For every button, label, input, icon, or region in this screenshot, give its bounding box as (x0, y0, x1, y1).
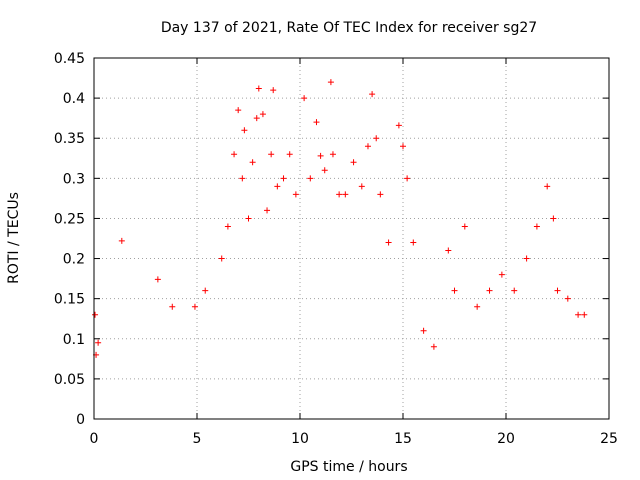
data-point (231, 151, 238, 158)
data-point (564, 295, 571, 302)
x-tick-label: 10 (291, 431, 309, 447)
data-point (554, 287, 561, 294)
data-points (92, 79, 588, 358)
data-point (95, 339, 102, 346)
data-point (342, 191, 349, 198)
data-point (268, 151, 275, 158)
y-tick-label: 0.25 (54, 211, 85, 227)
y-tick-label: 0.15 (54, 292, 85, 308)
data-point (154, 276, 161, 283)
data-point (474, 303, 481, 310)
y-tick-label: 0.05 (54, 372, 85, 388)
data-point (224, 223, 231, 230)
data-point (369, 91, 376, 98)
data-point (241, 127, 248, 134)
y-tick-labels: 0 0.05 0.1 0.15 0.2 0.25 0.3 0.35 0.4 0.45 (54, 51, 85, 428)
y-tick-label: 0 (76, 412, 85, 428)
data-point (410, 239, 417, 246)
y-tick-label: 0.45 (54, 51, 85, 67)
x-axis-label: GPS time / hours (290, 459, 407, 475)
grid-lines (94, 58, 609, 419)
x-tick-label: 5 (193, 431, 202, 447)
data-point (430, 343, 437, 350)
y-tick-label: 0.35 (54, 131, 85, 147)
data-point (461, 223, 468, 230)
data-point (350, 159, 357, 166)
data-point (239, 175, 246, 182)
chart-title: Day 137 of 2021, Rate Of TEC Index for r… (161, 20, 537, 36)
data-point (498, 271, 505, 278)
data-point (364, 143, 371, 150)
x-tick-labels: 0 5 10 15 20 25 (90, 431, 618, 447)
x-tick-label: 25 (600, 431, 618, 447)
data-point (327, 79, 334, 86)
data-point (358, 183, 365, 190)
data-point (445, 247, 452, 254)
data-point (511, 287, 518, 294)
x-tick-label: 0 (90, 431, 99, 447)
data-point (329, 151, 336, 158)
axis-ticks (93, 57, 610, 420)
data-point (317, 152, 324, 159)
data-point (292, 191, 299, 198)
plot-frame (93, 57, 610, 420)
data-point (533, 223, 540, 230)
data-point (544, 183, 551, 190)
data-point (249, 159, 256, 166)
y-tick-label: 0.1 (63, 332, 85, 348)
data-point (420, 327, 427, 334)
data-point (336, 191, 343, 198)
data-point (218, 255, 225, 262)
y-tick-label: 0.3 (63, 171, 85, 187)
data-point (581, 311, 588, 318)
data-point (264, 207, 271, 214)
y-tick-label: 0.2 (63, 252, 85, 268)
data-point (191, 303, 198, 310)
data-point (400, 143, 406, 150)
data-point (377, 191, 384, 198)
data-point (253, 115, 260, 122)
y-tick-label: 0.4 (63, 91, 85, 107)
y-axis-label: ROTI / TECUs (6, 192, 22, 284)
data-point (550, 215, 557, 222)
data-point (259, 111, 266, 118)
data-point (118, 237, 125, 244)
data-point (274, 183, 281, 190)
x-tick-label: 15 (394, 431, 412, 447)
data-point (169, 303, 176, 310)
data-point (321, 167, 328, 174)
data-point (451, 287, 458, 294)
data-point (301, 95, 308, 102)
data-point (373, 135, 380, 142)
data-point (255, 85, 262, 92)
data-point (245, 215, 252, 222)
data-point (385, 239, 392, 246)
data-point (395, 122, 402, 129)
data-point (92, 311, 99, 318)
data-point (270, 87, 277, 94)
data-point (313, 119, 320, 126)
data-point (286, 151, 293, 158)
data-point (280, 175, 287, 182)
data-point (202, 287, 209, 294)
x-tick-label: 20 (497, 431, 515, 447)
data-point (486, 287, 493, 294)
data-point (307, 175, 314, 182)
data-point (404, 175, 411, 182)
data-point (575, 311, 582, 318)
data-point (235, 107, 242, 114)
data-point (523, 255, 530, 262)
